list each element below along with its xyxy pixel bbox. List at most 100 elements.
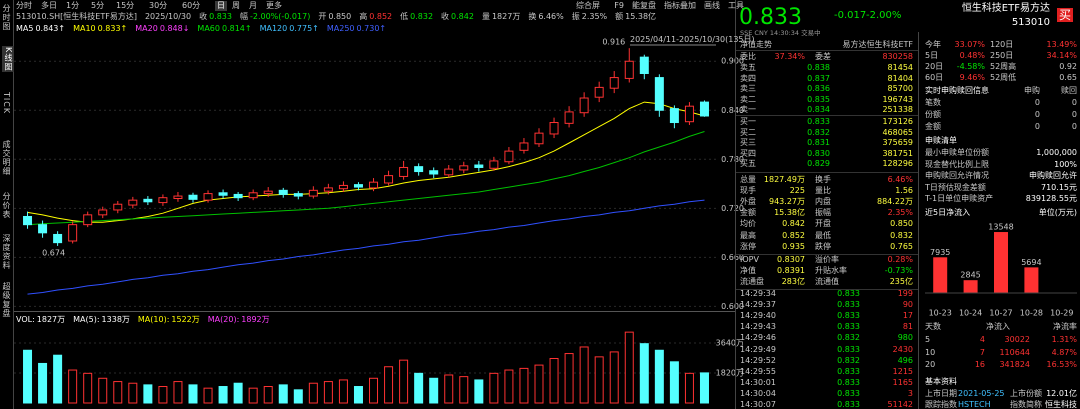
toolbar-button[interactable]: 工具 [728,1,744,10]
col-header: 申购 [1024,86,1040,95]
tick-price: 0.833 [837,388,860,398]
side-tab[interactable]: 分时图 [2,4,11,31]
x-tick-label: 10-29 [1050,309,1073,318]
legend-item: 开 0.850 [318,13,353,21]
tick-time: 14:30:04 [740,388,776,398]
stat-label: 外盘 [740,197,756,207]
ob-value: 易方达恒生科技ETF [842,40,913,49]
side-tab[interactable]: 超级复盘 [2,282,11,318]
stat-value: 6.46% [887,175,913,184]
divider [736,50,918,51]
volume-bar [218,386,228,404]
stat-value: -0.73% [884,266,913,276]
toolbar-tab[interactable]: 5分 [91,1,105,10]
stat-value: 1.56 [895,186,913,196]
stat-value: 1827.49万 [763,175,805,184]
buy-button[interactable]: 买 [1057,8,1074,22]
volume-bar [323,381,333,404]
toolbar-tab[interactable]: 分时 [16,1,32,10]
perf-value: -4.58% [956,62,985,71]
row-label: 上市日期 [925,389,957,398]
stat-label: 流通值 [815,277,839,287]
stat-value: 0.8307 [777,255,805,264]
row-label: 最小申赎单位份额 [925,148,989,157]
tick-volume: 90 [902,300,913,310]
toolbar-tab[interactable]: 月 [249,1,257,10]
level-price: 0.830 [807,148,830,158]
side-tab[interactable]: 分价表 [2,192,11,219]
toolbar-button[interactable]: F9 [614,1,624,10]
toolbar-tab[interactable]: 15分 [116,1,135,10]
legend-value: 2.35% [581,12,608,21]
volume-bar [293,389,303,404]
stat-value: 15.38亿 [774,208,805,218]
toolbar-tab[interactable]: 日 [215,1,227,11]
level-volume: 128296 [882,159,913,169]
tick-time: 14:29:55 [740,366,776,376]
range-label: 2025/04/11-2025/10/30(135日) [630,35,755,44]
candle-body [158,197,168,204]
volume-bar [248,387,258,404]
tick-volume: 81 [902,322,913,332]
toolbar-button[interactable]: 画线 [704,1,720,10]
side-tab[interactable]: K线图 [2,46,14,73]
x-tick-label: 10-24 [959,309,982,318]
toolbar-button[interactable]: 指标叠加 [664,1,696,10]
volume-bar [369,377,379,404]
volume-bar [53,354,63,404]
level-volume: 81404 [887,73,913,83]
toolbar-tab[interactable]: 60分 [182,1,201,10]
legend-item: MA10 0.833↑ [73,25,129,33]
legend-item: 量 1827万 [482,13,522,21]
section-title: 实时申购赎回信息 [925,86,989,95]
tick-volume: 496 [897,355,913,365]
perf-value: 0.92 [1059,62,1077,71]
tick-price: 0.833 [837,322,860,332]
volume-bar [519,367,529,404]
toolbar-tab[interactable]: 多日 [41,1,57,10]
side-tab[interactable]: 成交明细 [2,140,11,176]
candle-body [384,175,394,184]
toolbar-button[interactable]: 能复盘 [632,1,656,10]
toolbar-tab[interactable]: 周 [232,1,240,10]
market-status: SSE CNY 14:30:34 交易中 [740,28,821,37]
legend-value: 0.730↑ [356,24,387,33]
stat-label: IOPV [740,255,759,264]
volume-bar [459,376,469,404]
legend-label: MA120 [259,24,288,33]
volume-bar [98,377,108,404]
tick-price: 0.833 [837,311,860,321]
legend-label: MA(5): [73,315,100,324]
toolbar-tab[interactable]: 30分 [149,1,168,10]
volume-bar [143,384,153,404]
candle-body [429,170,439,175]
toolbar-tab[interactable]: 1分 [66,1,80,10]
candle-body [399,166,409,177]
candle-body [203,193,213,201]
value-label: 2845 [960,271,980,280]
value-label: 13548 [988,223,1013,232]
toolbar-tab[interactable]: 更多 [266,1,282,10]
ma-line [27,199,705,295]
ob-value: 830258 [882,52,913,61]
tick-time: 14:29:40 [740,311,776,321]
side-tab[interactable]: TICK [2,92,11,115]
candle-body [233,193,243,199]
toolbar-button[interactable]: 综合屏 [576,1,600,10]
stat-label: 最高 [740,230,756,240]
level-volume: 468065 [882,127,913,137]
row-value: 0 [1071,122,1077,131]
legend-value: 1892万 [241,315,270,324]
legend-item: 低 0.832 [400,13,435,21]
legend-item: 幅 -2.00%(-0.017) [240,13,312,21]
y-tick-label: 0.840 [721,106,744,115]
value-label: 5694 [1021,258,1041,267]
side-tab[interactable]: 深度资料 [2,234,11,270]
legend-label: 收 [441,12,450,21]
y-tick-label: 0.780 [721,155,744,164]
legend-item: MA5 0.843↑ [16,25,67,33]
security-code: 513010 [1011,17,1050,28]
low-annotation: 0.674 [42,248,65,257]
tick-price: 0.832 [837,355,860,365]
legend-label: MA60 [197,24,220,33]
